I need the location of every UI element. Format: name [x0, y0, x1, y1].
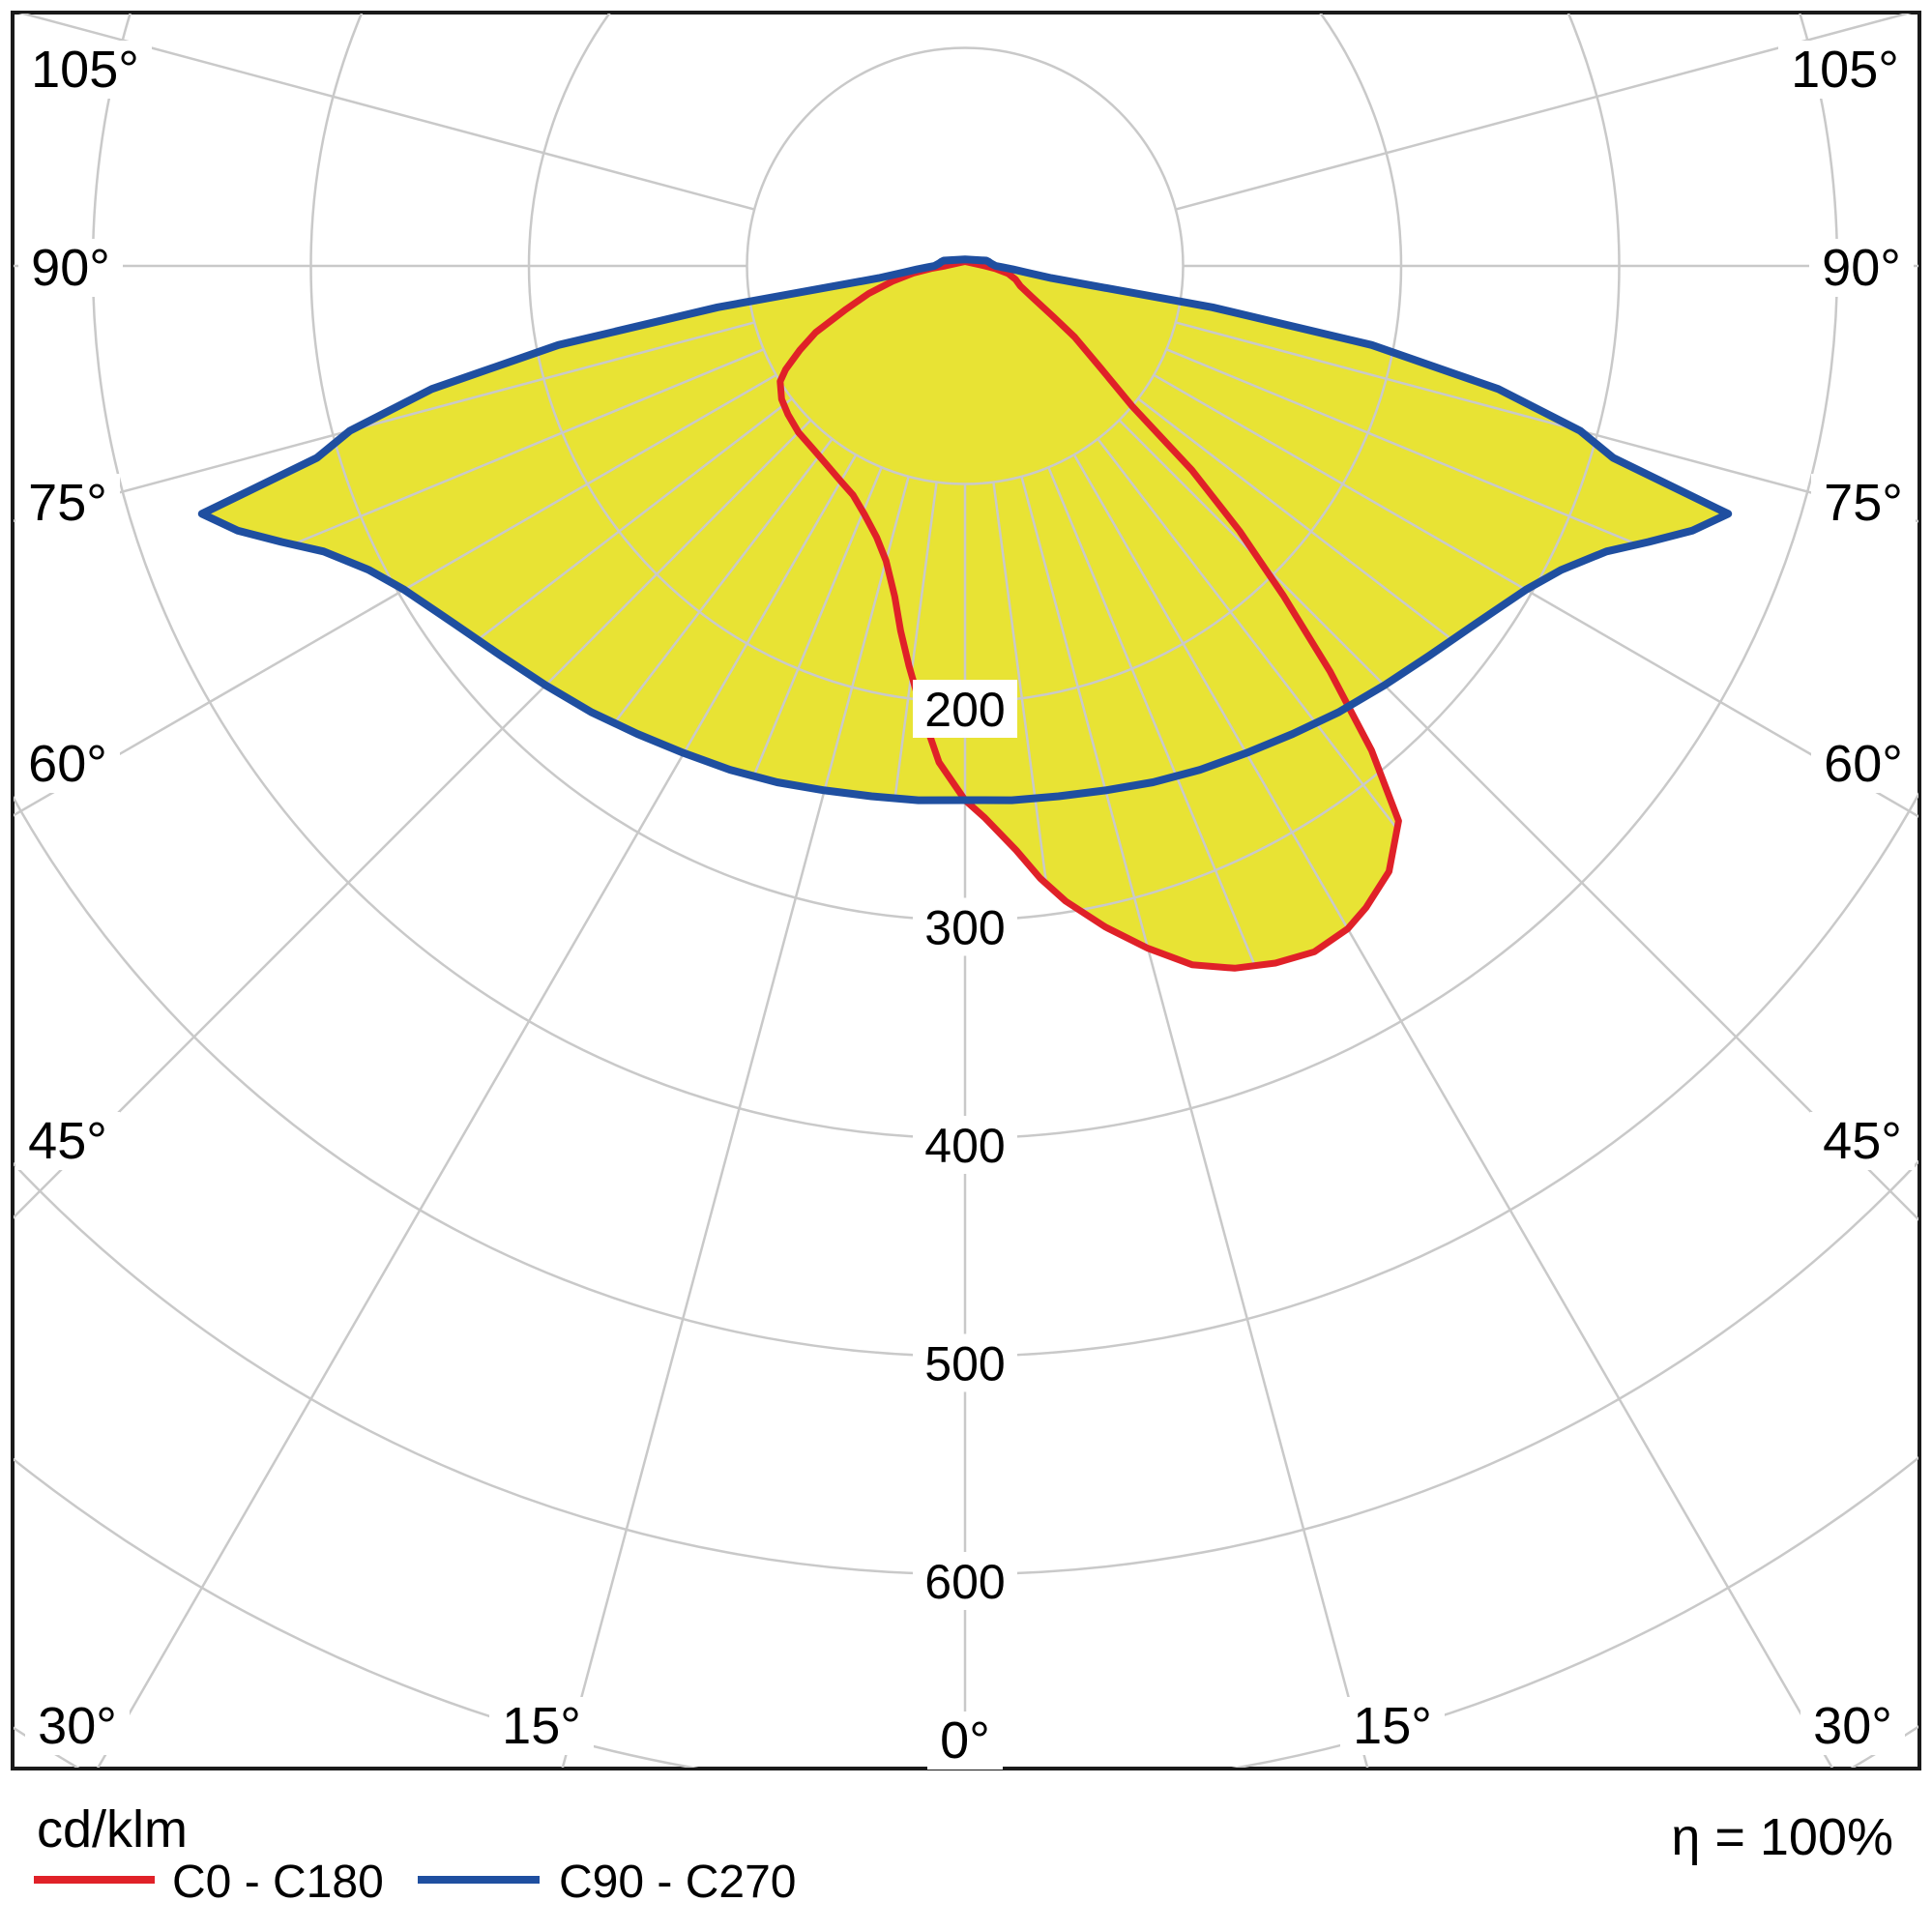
radial-tick-label-200: 200: [924, 683, 1005, 737]
spoke-major-105: [18, 14, 755, 211]
angle-tick-label-1-90-bg: [18, 239, 123, 297]
angle-tick-label-5-30-bg: [25, 1697, 130, 1755]
spoke-major-60: [14, 373, 777, 817]
axis-labels: 200 300 400 500 600 105° 90° 75° 60° 45° 30° 15° 0° 1…: [15, 41, 1916, 1770]
spoke-major-45: [1118, 419, 1918, 1221]
angle-tick-label-14-30: 30°: [1813, 1697, 1892, 1755]
radial-tick-label-400: 400: [924, 1119, 1005, 1173]
spoke-major-15: [1020, 476, 1369, 1768]
angle-tick-label-10-90-bg: [1809, 239, 1914, 297]
spoke-minor-52.5: [201, 397, 793, 969]
angle-tick-label-8-15-bg: [1340, 1697, 1445, 1755]
curve-C0-C180: [776, 258, 1402, 972]
spoke-major-30: [1072, 453, 1834, 1768]
angle-tick-label-11-75-bg: [1811, 474, 1916, 532]
angle-tick-label-5-30: 30°: [38, 1697, 117, 1755]
spoke-minor-37.5: [1097, 438, 1729, 969]
spoke-minor-52.5: [1137, 397, 1729, 969]
radial-tick-label-500: 500: [924, 1337, 1005, 1391]
angle-tick-label-4-45: 45°: [28, 1112, 107, 1170]
angle-tick-label-13-45: 45°: [1823, 1112, 1902, 1170]
radial-tick-label-600-bg: [913, 1552, 1017, 1610]
angle-tick-label-8-15: 15°: [1353, 1697, 1432, 1755]
radial-tick-label-600: 600: [924, 1555, 1005, 1609]
legend-label-c90-c270: C90 - C270: [559, 1857, 796, 1908]
legend: cd/klm C0 - C180 C90 - C270 η = 100%: [34, 1800, 1893, 1908]
spoke-minor-22.5: [1047, 466, 1729, 969]
spoke-minor-67.5: [201, 348, 765, 969]
spoke-major-30: [96, 453, 858, 1768]
radial-tick-label-300: 300: [924, 901, 1005, 955]
angle-tick-label-0-105: 105°: [31, 41, 139, 99]
angle-tick-label-3-60-bg: [15, 735, 120, 793]
radial-tick-label-400-bg: [913, 1116, 1017, 1174]
spoke-major-45: [14, 419, 812, 1219]
angle-tick-label-1-90: 90°: [31, 239, 110, 297]
angle-tick-label-6-15: 15°: [502, 1697, 581, 1755]
angle-tick-label-9-105: 105°: [1791, 41, 1899, 99]
radial-tick-label-200-bg: [913, 680, 1017, 738]
curve-C90-C270: [197, 255, 1733, 805]
radial-tick-label-300-bg: [913, 897, 1017, 956]
angle-tick-label-11-75: 75°: [1824, 474, 1903, 532]
spoke-major-15: [561, 476, 910, 1768]
angle-tick-label-6-15-bg: [489, 1697, 594, 1755]
angle-tick-label-12-60-bg: [1811, 735, 1916, 793]
efficiency-label: η = 100%: [1671, 1808, 1893, 1866]
units-label: cd/klm: [37, 1800, 188, 1858]
spoke-major-75: [14, 321, 755, 522]
legend-label-c0-c180: C0 - C180: [172, 1857, 384, 1908]
angle-tick-label-3-60: 60°: [28, 735, 107, 793]
angle-tick-label-4-45-bg: [15, 1112, 120, 1170]
angle-tick-label-10-90: 90°: [1822, 239, 1901, 297]
angle-tick-label-2-75-bg: [15, 474, 120, 532]
angle-tick-label-13-45-bg: [1810, 1112, 1915, 1170]
radial-tick-label-500-bg: [913, 1333, 1017, 1392]
angle-tick-label-2-75: 75°: [28, 474, 107, 532]
angle-tick-label-0-105-bg: [18, 41, 152, 99]
spoke-minor-67.5: [1165, 348, 1729, 969]
angle-tick-label-14-30-bg: [1800, 1697, 1905, 1755]
spoke-major-105: [1175, 14, 1912, 211]
spoke-minor-7.5: [992, 482, 1295, 969]
intensity-curves: [197, 255, 1733, 972]
spoke-major-75: [1175, 321, 1918, 523]
angle-tick-label-9-105-bg: [1778, 41, 1912, 99]
spoke-major-60: [1153, 373, 1918, 818]
angle-tick-label-7-0-bg: [927, 1712, 1003, 1770]
angle-tick-label-12-60: 60°: [1824, 735, 1903, 793]
angle-tick-label-7-0: 0°: [940, 1712, 990, 1770]
